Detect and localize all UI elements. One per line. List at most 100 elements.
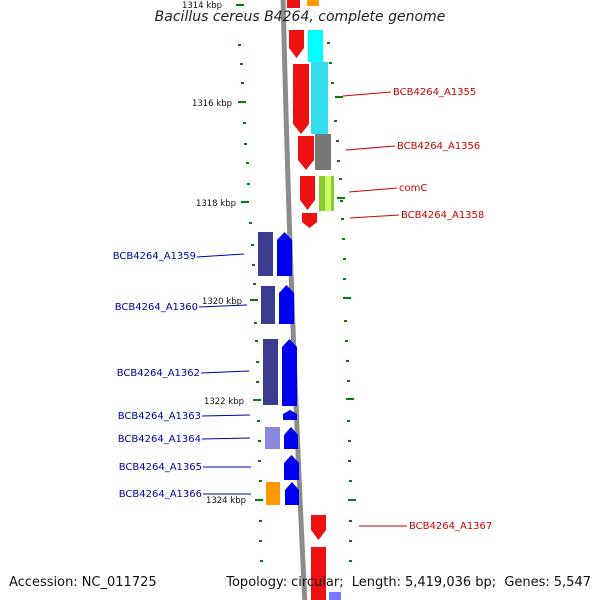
tick-label: 1322 kbp (204, 397, 244, 407)
topology-label: Topology: (226, 575, 288, 590)
gene-block-forward (325, 176, 331, 211)
gene-arrow-reverse (285, 482, 299, 505)
gene-arrow-reverse (277, 232, 292, 276)
gene-arrow-forward (298, 136, 314, 170)
gene-label: BCB4264_A1363 (118, 411, 201, 422)
minor-tick-right (339, 178, 342, 180)
gene-arrow-forward (302, 213, 317, 228)
tick-label: 1324 kbp (206, 496, 246, 506)
minor-tick-left (256, 381, 259, 383)
gene-block-forward (307, 0, 319, 6)
genes-label: Genes: (504, 575, 550, 590)
major-tick-right (335, 96, 343, 98)
minor-tick-right (329, 62, 332, 64)
minor-tick-right (337, 160, 340, 162)
minor-tick-right (345, 340, 348, 342)
gene-arrow-forward (289, 30, 304, 58)
gene-label: BCB4264_A1362 (117, 368, 200, 379)
gene-label: BCB4264_A1365 (119, 462, 202, 473)
gene-leader-line (349, 214, 400, 219)
gene-block-forward (287, 0, 300, 8)
gene-block-reverse (265, 427, 280, 449)
length-value: 5,419,036 bp; (404, 575, 497, 590)
minor-tick-left (254, 322, 257, 324)
minor-tick-left (238, 44, 241, 46)
gene-arrow-reverse (284, 427, 298, 449)
gene-arrow-reverse (282, 339, 297, 406)
minor-tick-left (259, 480, 262, 482)
minor-tick-left (246, 162, 249, 164)
tick-label: 1316 kbp (192, 99, 232, 109)
minor-tick-left (256, 361, 259, 363)
major-tick-right (348, 499, 356, 501)
gene-block-reverse (261, 286, 275, 324)
minor-tick-right (342, 238, 345, 240)
minor-tick-right (348, 460, 351, 462)
genes-value: 5,547 (553, 575, 591, 590)
gene-leader-line (342, 91, 392, 97)
minor-tick-left (241, 82, 244, 84)
minor-tick-left (253, 283, 256, 285)
map-title: Bacillus cereus B4264, complete genome (154, 9, 446, 25)
minor-tick-left (258, 440, 261, 442)
gene-block-reverse (263, 339, 278, 405)
accession-info: Accession: NC_011725 (9, 575, 157, 590)
minor-tick-left (259, 520, 262, 522)
minor-tick-left (260, 560, 263, 562)
gene-block-forward (311, 62, 328, 134)
gene-arrow-reverse (283, 410, 297, 420)
minor-tick-left (255, 340, 258, 342)
minor-tick-left (257, 420, 260, 422)
gene-arrow-reverse (279, 285, 294, 324)
minor-tick-right (343, 258, 346, 260)
minor-tick-right (349, 520, 352, 522)
gene-label: comC (399, 183, 427, 194)
major-tick-right (337, 197, 345, 199)
gene-leader-line (200, 370, 250, 374)
minor-tick-right (343, 278, 346, 280)
minor-tick-left (247, 183, 250, 185)
topology-value: circular; (291, 575, 344, 590)
gene-leader-line (196, 253, 245, 258)
major-tick-right (343, 297, 351, 299)
gene-label: BCB4264_A1366 (119, 489, 202, 500)
minor-tick-right (348, 440, 351, 442)
accession-value: NC_011725 (81, 575, 157, 590)
major-tick (238, 101, 246, 103)
gene-label: BCB4264_A1358 (401, 210, 484, 221)
major-tick-right (346, 398, 354, 400)
minor-tick-left (259, 540, 262, 542)
minor-tick-right (344, 320, 347, 322)
gene-label: BCB4264_A1364 (118, 434, 201, 445)
minor-tick-right (347, 420, 350, 422)
gene-leader-line (201, 437, 251, 440)
minor-tick-right (347, 380, 350, 382)
gene-block-forward (308, 30, 323, 62)
gene-label: BCB4264_A1355 (393, 87, 476, 98)
gene-block-reverse (258, 232, 273, 276)
minor-tick-left (252, 264, 255, 266)
gene-arrow-reverse (284, 455, 299, 480)
minor-tick-right (334, 120, 337, 122)
gene-leader-line (348, 187, 398, 193)
gene-arrow-forward (293, 64, 309, 134)
minor-tick-left (251, 244, 254, 246)
minor-tick-right (331, 82, 334, 84)
accession-label: Accession: (9, 575, 78, 590)
major-tick (250, 299, 258, 301)
minor-tick-right (349, 480, 352, 482)
tick-label: 1318 kbp (196, 199, 236, 209)
gene-label: BCB4264_A1367 (409, 521, 492, 532)
major-tick (255, 499, 263, 501)
genome-stats: Topology: circular; Length: 5,419,036 bp; … (226, 575, 591, 590)
gene-label: BCB4264_A1356 (397, 141, 480, 152)
gene-leader-line (198, 304, 248, 308)
minor-tick-right (340, 200, 343, 202)
gene-leader-line (345, 145, 396, 151)
minor-tick-right (336, 140, 339, 142)
minor-tick-right (349, 560, 352, 562)
gene-leader-line (201, 414, 251, 417)
major-tick (236, 4, 244, 6)
